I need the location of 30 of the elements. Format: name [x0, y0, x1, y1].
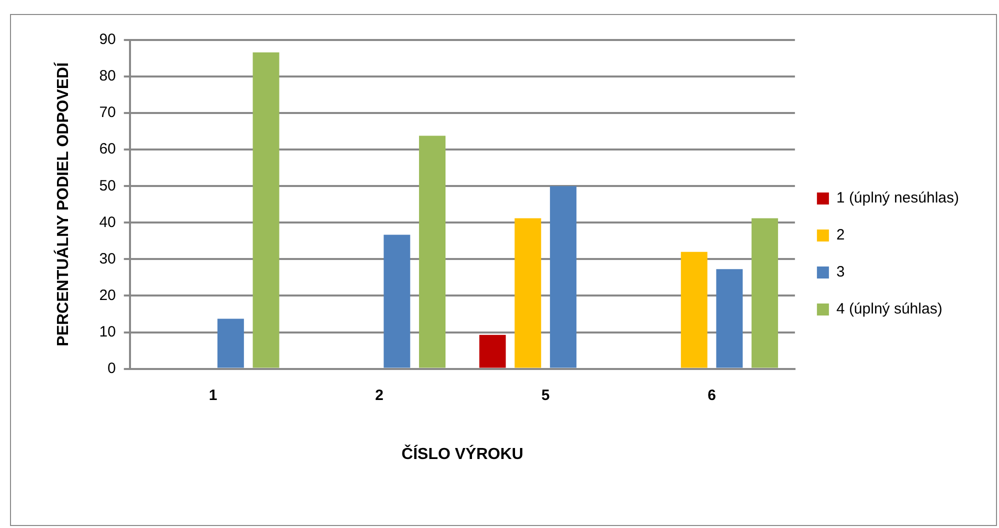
legend-label: 2 [836, 226, 845, 244]
y-tick-label: 0 [108, 360, 116, 377]
y-tick-label: 30 [99, 250, 116, 268]
bar [550, 186, 576, 368]
x-axis-title: ČÍSLO VÝROKU [402, 444, 524, 463]
y-tick-label: 60 [99, 140, 116, 158]
bar [680, 252, 708, 368]
bar [514, 218, 542, 368]
bar [752, 218, 778, 368]
legend-label: 1 (úplný nesúhlas) [836, 190, 960, 207]
y-tick-label: 90 [99, 31, 116, 48]
y-tick-label: 40 [99, 214, 116, 231]
bar [384, 234, 410, 368]
y-tick-label: 80 [99, 68, 116, 85]
x-tick-label: 1 [208, 386, 218, 404]
bar [419, 136, 446, 368]
legend-label: 3 [836, 264, 845, 281]
x-tick-label: 2 [375, 386, 384, 404]
y-axis-title: PERCENTUÁLNY PODIEL ODPOVEDÍ [53, 62, 72, 346]
y-tick-label: 10 [99, 323, 116, 340]
bar [479, 334, 506, 368]
legend-label: 4 (úplný súhlas) [836, 300, 942, 318]
bar [716, 269, 743, 368]
bar [252, 52, 280, 368]
y-tick-label: 70 [99, 104, 116, 122]
y-tick-label: 20 [99, 286, 116, 304]
bar [217, 318, 244, 368]
x-tick-label: 6 [708, 386, 716, 404]
x-tick-label: 5 [541, 386, 550, 404]
y-tick-label: 50 [99, 177, 116, 194]
